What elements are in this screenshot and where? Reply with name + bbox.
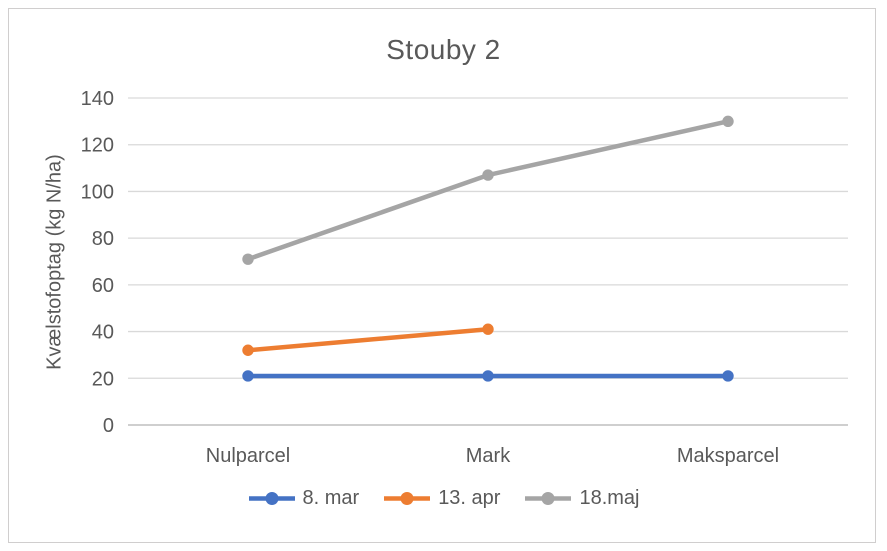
data-point-marker-13-apr [482, 323, 494, 335]
chart-frame [8, 8, 876, 543]
data-point-marker-18-maj [722, 115, 734, 128]
legend-label: 8. mar [302, 487, 360, 509]
data-point-marker-18-maj [242, 253, 254, 265]
y-tick-label: 140 [81, 88, 114, 110]
data-point-marker-8-mar [722, 370, 734, 382]
legend-line-dot-icon [384, 492, 431, 505]
x-category-label: Maksparcel [677, 445, 779, 467]
data-point-marker-13-apr [242, 344, 254, 356]
y-tick-label: 60 [92, 275, 114, 297]
data-point-marker-18-maj [482, 169, 494, 181]
legend-label: 18.maj [579, 487, 640, 509]
chart-title: Stouby 2 [386, 34, 501, 65]
y-tick-label: 120 [81, 135, 114, 157]
series-line-13-apr [245, 326, 491, 353]
y-tick-label: 0 [103, 415, 114, 437]
legend-line-dot-icon [525, 492, 572, 505]
legend-item: 18.maj [524, 487, 639, 510]
x-category-label: Nulparcel [206, 445, 290, 467]
legend-line-dot-icon [248, 492, 295, 505]
legend-item: 8. mar [248, 487, 360, 510]
y-tick-label: 80 [92, 228, 114, 250]
legend-item: 13. apr [383, 487, 500, 510]
y-tick-label: 40 [92, 322, 114, 344]
legend: 8. mar 13. apr 18.maj [0, 487, 887, 510]
y-tick-label: 100 [81, 181, 114, 203]
data-point-marker-8-mar [482, 370, 494, 382]
x-category-label: Mark [466, 445, 511, 467]
legend-label: 13. apr [438, 487, 501, 509]
y-tick-label: 20 [92, 368, 114, 390]
data-point-marker-8-mar [242, 370, 254, 382]
